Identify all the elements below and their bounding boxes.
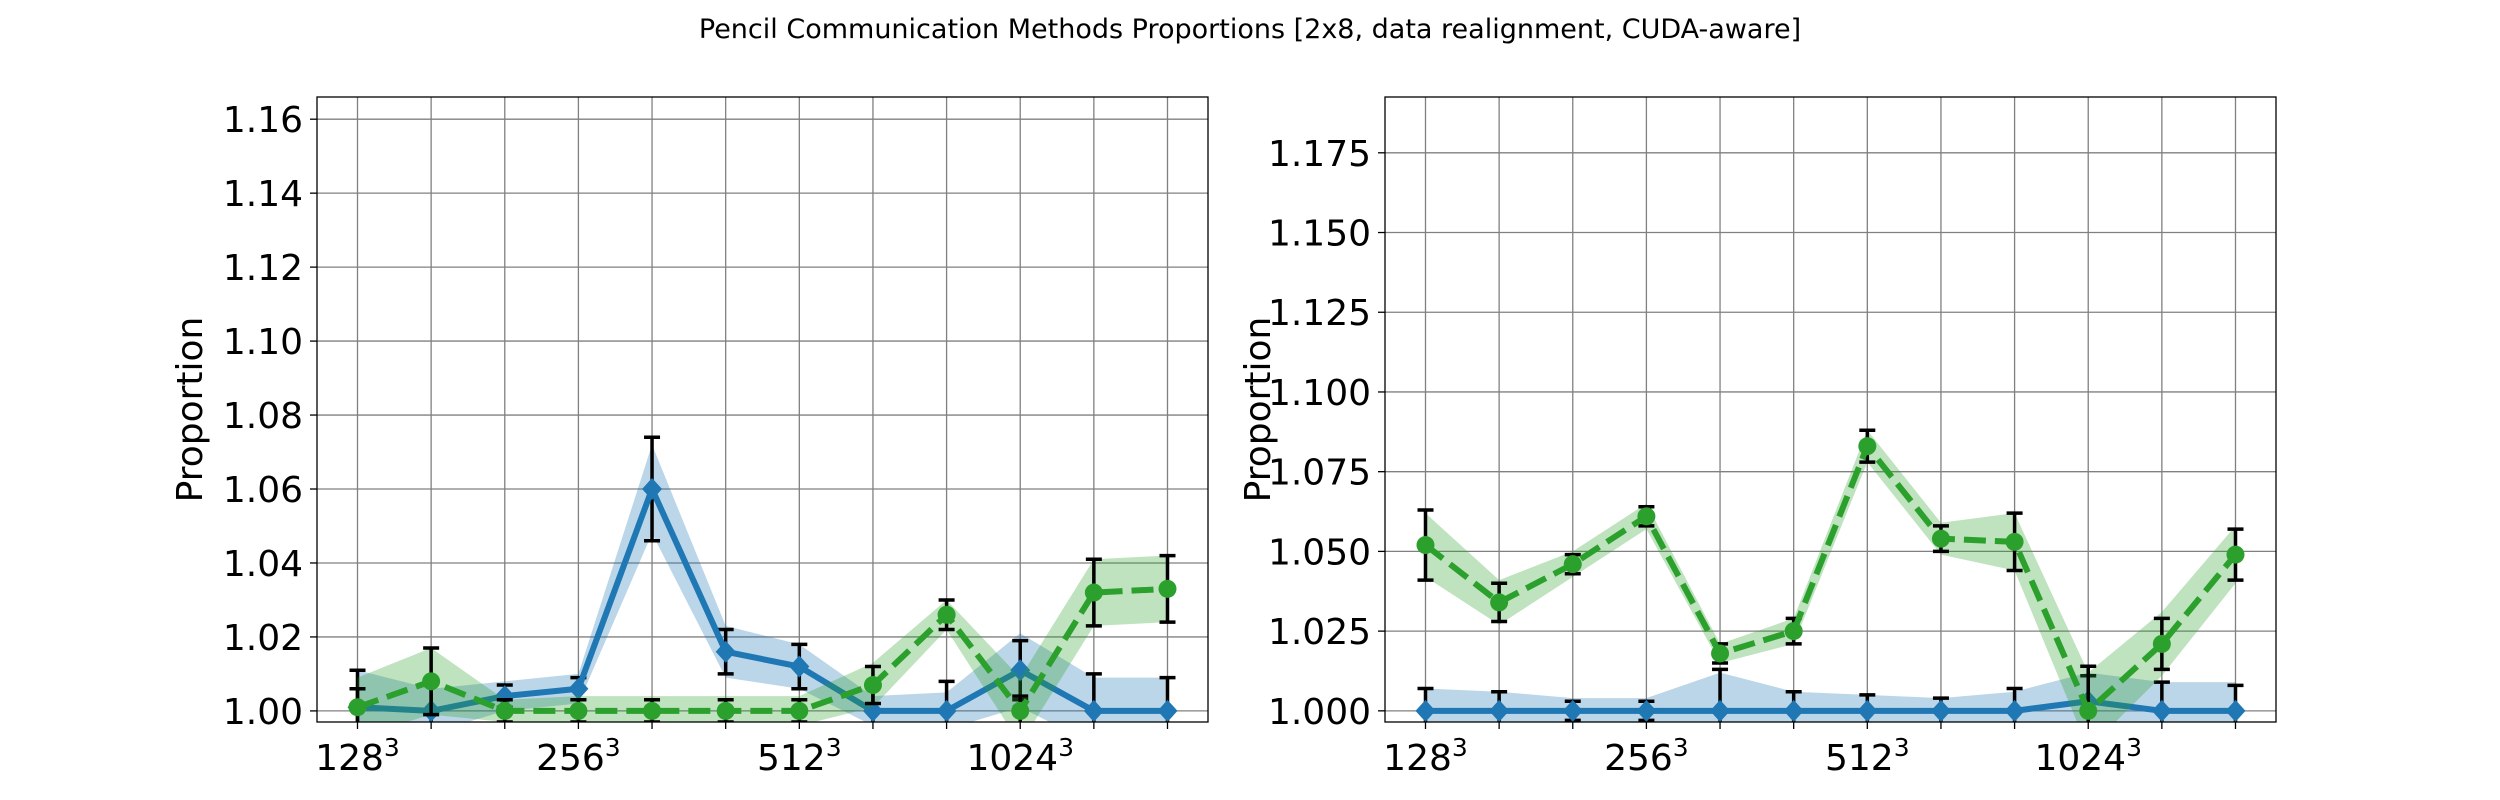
x-tick-label: 10243 [966,733,1074,779]
data-point [1490,593,1509,612]
y-tick-label: 1.150 [1268,214,1371,255]
plot-area [347,435,1178,722]
y-tick-label: 1.100 [1268,373,1371,414]
y-tick-label: 1.02 [223,618,303,659]
y-tick-label: 1.16 [223,100,303,141]
y-tick-label: 1.04 [223,544,303,585]
y-tick-label: 1.10 [223,322,303,363]
data-point [789,655,810,678]
data-point [2225,699,2246,722]
x-tick-label: 1283 [1383,733,1468,779]
y-tick-label: 1.175 [1268,134,1371,175]
y-tick-label: 1.14 [223,174,303,215]
data-point [1562,699,1583,722]
data-point [1158,579,1177,598]
data-point [937,605,956,624]
y-tick-label: 1.000 [1268,692,1371,733]
data-point [1857,699,1878,722]
y-tick-label: 1.06 [223,470,303,511]
y-tick-label: 1.050 [1268,532,1371,573]
data-point [569,701,588,720]
data-point [1563,555,1582,574]
data-point [936,699,957,722]
data-point [422,672,441,691]
data-point [1858,437,1877,456]
data-point [2079,701,2098,720]
data-point [862,699,883,722]
series-green [1416,428,2245,722]
y-tick-label: 1.075 [1268,453,1371,494]
y-axis-label: Proportion [170,317,211,503]
data-point [1930,699,1951,722]
data-point [1416,536,1435,555]
x-tick-label: 2563 [536,733,621,779]
data-point [790,701,809,720]
series-band [357,444,1168,722]
y-axis-label: Proportion [1238,317,1279,503]
data-point [1011,701,1030,720]
data-point [2152,634,2171,653]
y-tick-label: 1.00 [223,692,303,733]
data-point [2226,545,2245,564]
data-point [1784,622,1803,641]
series-line [356,585,1168,714]
data-point [2005,532,2024,551]
x-tick-label: 5123 [1825,733,1910,779]
data-point [1710,699,1731,722]
series-band [357,555,1168,722]
data-point [1084,583,1103,602]
chart-panel-1: 1.00 1.02 1.04 1.06 1.08 1.10 1.12 1.14 1.16 1283… [170,96,1209,779]
data-point [2151,699,2172,722]
data-point [1637,507,1656,526]
data-point [1157,699,1178,722]
data-point [1010,659,1031,682]
data-point [642,478,663,501]
data-point [1415,699,1436,722]
data-point [643,701,662,720]
x-tick-label: 10243 [2034,733,2142,779]
data-point [494,685,515,708]
data-point [495,701,514,720]
x-tick-label: 1283 [315,733,400,779]
y-tick-label: 1.08 [223,396,303,437]
plot-area [1415,428,2246,722]
series-line [1423,443,2238,714]
data-point [1711,644,1730,663]
series-line [357,486,1168,714]
data-point [348,698,367,717]
data-point [1083,699,1104,722]
data-point [1636,699,1657,722]
data-point [1489,699,1510,722]
series-green [348,553,1177,722]
data-point [1931,529,1950,548]
axes-frame [1384,96,2277,723]
chart-panel-2: 1.000 1.025 1.050 1.075 1.100 1.125 1.150 1.175… [1238,96,2277,779]
x-tick-label: 2563 [1604,733,1689,779]
data-point [2004,699,2025,722]
axes-frame [316,96,1209,723]
series-blue [347,435,1178,722]
y-tick-label: 1.025 [1268,612,1371,653]
data-point [715,640,736,663]
data-point [568,677,589,700]
data-point [863,676,882,695]
data-point [716,701,735,720]
x-tick-label: 5123 [757,733,842,779]
y-tick-label: 1.125 [1268,293,1371,334]
data-point [1783,699,1804,722]
figure-title: Pencil Communication Methods Proportions… [699,14,1801,45]
y-tick-label: 1.12 [223,248,303,289]
